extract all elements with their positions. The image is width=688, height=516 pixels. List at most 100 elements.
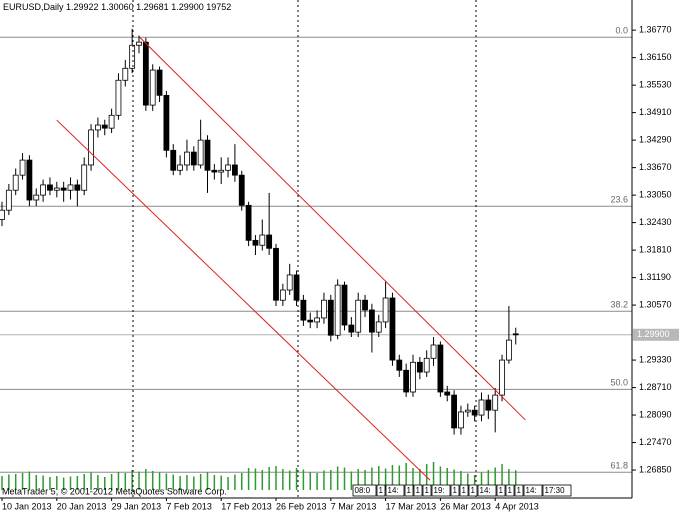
- candle-body: [464, 409, 471, 413]
- candle-body: [60, 187, 67, 191]
- event-label: 19:: [434, 486, 445, 495]
- candle-body: [341, 284, 348, 326]
- plot-area: 0.0 23.6 38.2 50.0 61.8: [0, 26, 632, 490]
- header-field: 1.30060: [101, 2, 134, 12]
- candle-body: [26, 159, 33, 201]
- candle-body: [478, 399, 485, 416]
- candle-body: [40, 184, 46, 196]
- candle-body: [0, 209, 5, 220]
- candle-body: [327, 299, 334, 336]
- event-label: 1: [453, 486, 458, 495]
- candle-body: [348, 324, 355, 333]
- event-box: [422, 484, 432, 497]
- y-tick-label: 1.36150: [639, 52, 672, 62]
- event-box: [459, 484, 469, 497]
- candle-body: [136, 41, 142, 46]
- last-price-box: [633, 328, 679, 341]
- fib-label: 23.6: [610, 195, 628, 205]
- candle-body: [122, 67, 129, 81]
- candle-body: [101, 124, 108, 129]
- header-field: 1.29922: [66, 2, 99, 12]
- candle-body: [355, 299, 362, 333]
- candle-body: [307, 319, 314, 323]
- candle-body: [396, 359, 403, 371]
- event-box: [413, 484, 423, 497]
- candle-body: [204, 139, 211, 171]
- x-tick-label: 29 Jan 2013: [112, 501, 162, 511]
- candle-body: [33, 194, 40, 201]
- candle-body: [485, 399, 492, 411]
- y-tick-label: 1.30570: [639, 299, 672, 309]
- event-box: [431, 484, 451, 497]
- event-box: [514, 484, 524, 497]
- y-tick-label: 1.28710: [639, 382, 672, 392]
- x-tick-label: 17 Mar 2013: [386, 501, 437, 511]
- event-box: [496, 484, 506, 497]
- candle-body: [245, 204, 252, 241]
- candle-body: [129, 44, 136, 69]
- candle-body: [286, 274, 293, 291]
- event-box: [450, 484, 460, 497]
- trendline: [56, 119, 431, 481]
- candle-body: [177, 164, 184, 171]
- candle-body: [499, 359, 505, 396]
- x-tick-label: 10 Jan 2013: [2, 501, 52, 511]
- candle-body: [156, 69, 163, 96]
- candle-body: [314, 317, 321, 323]
- candle-body: [218, 169, 225, 173]
- y-tick-label: 1.32430: [639, 217, 672, 227]
- y-tick-label: 1.33670: [639, 162, 672, 172]
- candle-body: [321, 299, 327, 319]
- trendline: [139, 36, 526, 421]
- candle-body: [266, 234, 273, 249]
- candle-body: [375, 321, 382, 333]
- candle-body: [231, 164, 238, 176]
- event-label: 14:: [526, 486, 537, 495]
- event-label: 14:: [388, 486, 399, 495]
- x-tick-label: 7 Mar 2013: [331, 501, 377, 511]
- candle-body: [12, 174, 19, 191]
- event-box: [523, 484, 543, 497]
- x-tick-label: 17 Feb 2013: [221, 501, 272, 511]
- candle-body: [47, 184, 53, 191]
- x-tick-label: 20 Jan 2013: [57, 501, 107, 511]
- y-tick-label: 1.34910: [639, 107, 672, 117]
- candle-body: [67, 184, 74, 191]
- candle-body: [184, 151, 190, 166]
- y-tick-label: 1.33050: [639, 189, 672, 199]
- event-box: [468, 484, 478, 497]
- candle-body: [88, 129, 94, 166]
- candle-body: [451, 394, 458, 429]
- event-label: 14:: [480, 486, 491, 495]
- candle-body: [382, 297, 389, 323]
- candle-body: [19, 159, 26, 176]
- y-tick-label: 1.35530: [639, 80, 672, 90]
- candle-body: [163, 94, 170, 151]
- x-tick-label: 26 Feb 2013: [276, 501, 327, 511]
- candle-body: [108, 114, 115, 129]
- candle-body: [252, 239, 259, 246]
- fib-label: 0.0: [615, 26, 628, 36]
- y-tick-label: 1.26850: [639, 464, 672, 474]
- header-field: 1.29900: [171, 2, 204, 12]
- x-tick-label: 26 Mar 2013: [440, 501, 491, 511]
- event-label: 1: [499, 486, 504, 495]
- y-tick-label: 1.36770: [639, 25, 672, 35]
- candle-body: [149, 69, 156, 106]
- candle-body: [259, 234, 266, 246]
- event-box: [542, 484, 572, 497]
- candle-body: [273, 247, 279, 301]
- candle-body: [115, 79, 122, 116]
- candle-body: [416, 361, 423, 373]
- event-box: [385, 484, 405, 497]
- x-tick-label: 4 Apr 2013: [495, 501, 539, 511]
- candle-body: [170, 149, 177, 171]
- candle-body: [142, 41, 149, 106]
- x-tick-label: 7 Feb 2013: [166, 501, 212, 511]
- event-label: 1: [517, 486, 522, 495]
- candle-body: [368, 309, 375, 333]
- candle-body: [410, 361, 416, 393]
- event-label: 1: [462, 486, 467, 495]
- candle-body: [238, 174, 245, 206]
